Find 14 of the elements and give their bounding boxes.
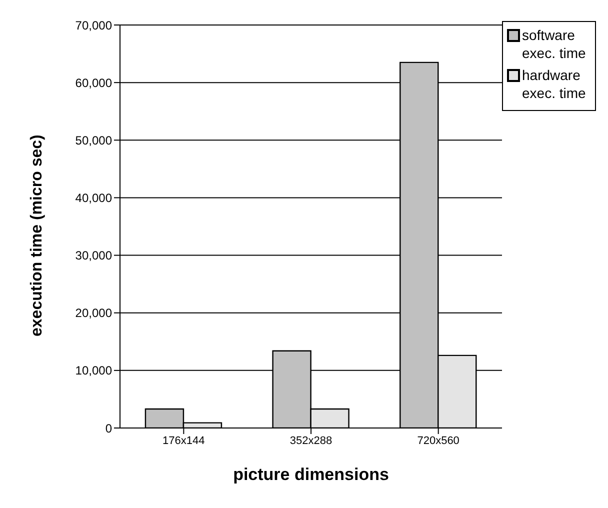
x-tick-label: 352x288 (290, 434, 332, 447)
y-axis-title: execution time (micro sec) (28, 134, 46, 336)
legend-label: hardware exec. time (522, 66, 587, 102)
y-tick-label: 70,000 (75, 18, 112, 32)
y-tick-label: 0 (105, 421, 112, 436)
y-tick-label: 10,000 (75, 364, 112, 378)
y-tick-label: 50,000 (75, 133, 112, 148)
x-axis-title: picture dimensions (233, 465, 389, 484)
y-tick-label: 60,000 (75, 76, 112, 90)
y-tick-label: 30,000 (75, 248, 112, 263)
y-tick-label: 20,000 (75, 306, 112, 320)
x-tick-label: 720x560 (417, 434, 460, 447)
y-tick-label: 40,000 (75, 190, 112, 205)
x-tick-label: 176x144 (162, 434, 205, 447)
